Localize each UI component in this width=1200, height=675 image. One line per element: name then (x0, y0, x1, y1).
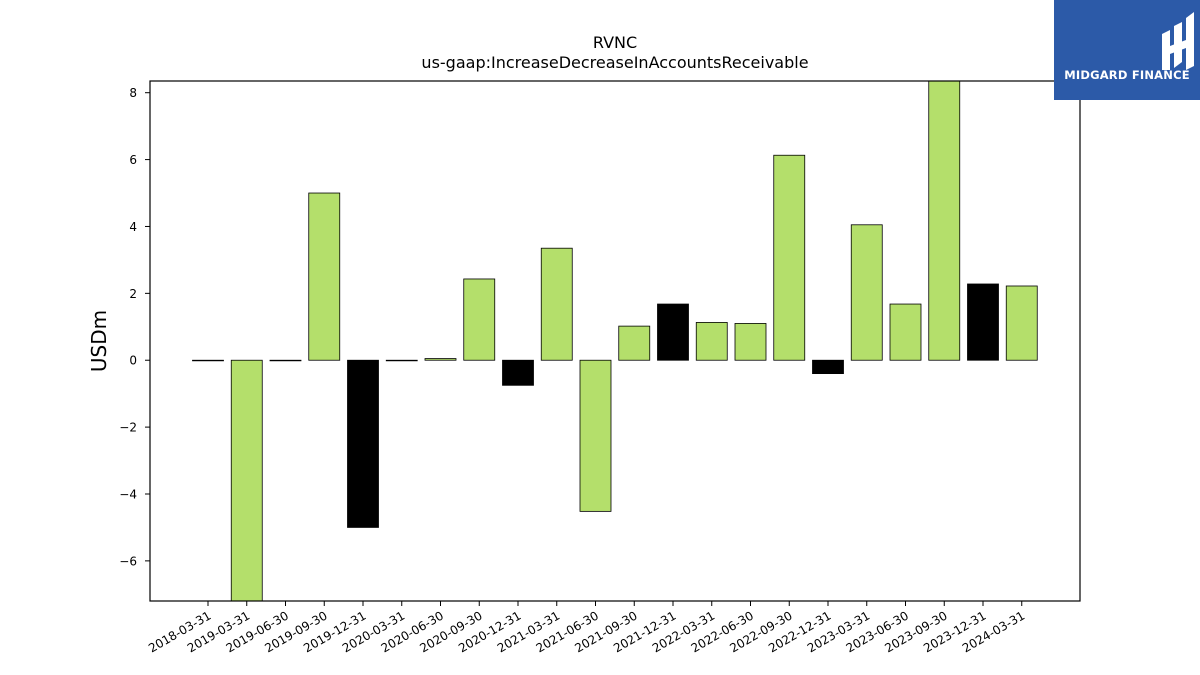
bars-group (192, 80, 1038, 602)
bar-2020-06-30 (424, 358, 457, 361)
bar-2023-03-31 (850, 224, 883, 361)
y-axis: −6 −4 −2 0 2 4 6 8 (119, 86, 150, 568)
y-tick-label: 6 (129, 153, 137, 167)
bar-2022-06-30 (734, 323, 767, 361)
bar-2018-03-31 (192, 359, 224, 362)
y-tick-label: 0 (129, 354, 137, 368)
bar-2020-09-30 (463, 278, 496, 361)
bar-2022-03-31 (695, 322, 728, 361)
bar-2021-12-31 (657, 303, 689, 361)
bar-2019-09-30 (308, 192, 341, 361)
y-tick-label: 8 (129, 86, 137, 100)
bar-2023-12-31 (967, 283, 999, 361)
bar-2021-09-30 (618, 325, 651, 361)
logo-mark-icon (1162, 12, 1194, 70)
y-axis-label: USDm (87, 310, 111, 372)
x-axis: 2018-03-312019-03-312019-06-302019-09-30… (146, 601, 1027, 655)
bar-2022-09-30 (773, 154, 806, 361)
brand-name: MIDGARD FINANCE (1064, 68, 1190, 82)
bar-2024-03-31 (1005, 285, 1038, 361)
chart-subtitle: us-gaap:IncreaseDecreaseInAccountsReceiv… (421, 53, 808, 72)
bar-2021-06-30 (579, 359, 612, 512)
y-tick-label: 4 (129, 220, 137, 234)
y-tick-label: 2 (129, 287, 137, 301)
bar-2020-03-31 (385, 359, 418, 362)
y-tick-label: −6 (119, 554, 137, 568)
plot-frame (149, 80, 1081, 602)
bar-2019-06-30 (269, 359, 302, 362)
bar-2023-09-30 (928, 80, 961, 361)
bar-2023-06-30 (889, 303, 922, 361)
brand-logo: MIDGARD FINANCE (1054, 0, 1200, 100)
y-tick-label: −4 (119, 487, 137, 501)
bar-2019-03-31 (230, 359, 263, 602)
bar-2019-12-31 (347, 359, 379, 528)
bar-2020-12-31 (502, 359, 534, 386)
bar-2022-12-31 (812, 359, 844, 375)
bar-2021-03-31 (540, 247, 573, 361)
y-tick-label: −2 (119, 421, 137, 435)
chart-title: RVNC (593, 33, 637, 52)
